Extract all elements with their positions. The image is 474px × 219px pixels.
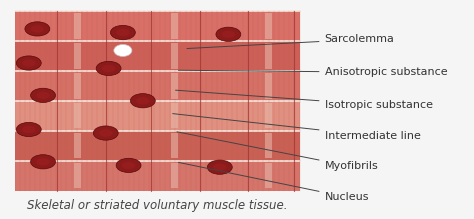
Ellipse shape [213, 163, 227, 171]
FancyBboxPatch shape [15, 41, 300, 71]
Text: Skeletal or striated voluntary muscle tissue.: Skeletal or striated voluntary muscle ti… [27, 200, 287, 212]
Ellipse shape [99, 129, 112, 137]
FancyBboxPatch shape [73, 103, 81, 129]
FancyBboxPatch shape [15, 161, 300, 191]
Text: Intermediate line: Intermediate line [173, 114, 420, 141]
Ellipse shape [207, 160, 232, 174]
Ellipse shape [96, 61, 121, 76]
Ellipse shape [122, 162, 136, 169]
FancyBboxPatch shape [171, 13, 178, 39]
Ellipse shape [25, 22, 50, 36]
FancyBboxPatch shape [73, 73, 81, 99]
FancyBboxPatch shape [264, 73, 272, 99]
Ellipse shape [22, 59, 36, 67]
Ellipse shape [16, 122, 41, 137]
FancyBboxPatch shape [15, 11, 300, 41]
Ellipse shape [221, 30, 235, 38]
Ellipse shape [102, 65, 115, 72]
Ellipse shape [16, 56, 41, 70]
Ellipse shape [22, 126, 36, 133]
FancyBboxPatch shape [171, 133, 178, 158]
FancyBboxPatch shape [73, 133, 81, 158]
FancyBboxPatch shape [15, 131, 300, 161]
FancyBboxPatch shape [171, 103, 178, 129]
FancyBboxPatch shape [15, 11, 300, 191]
FancyBboxPatch shape [15, 71, 300, 101]
Ellipse shape [130, 94, 155, 108]
Ellipse shape [93, 126, 118, 140]
Ellipse shape [36, 92, 50, 99]
FancyBboxPatch shape [264, 163, 272, 188]
FancyBboxPatch shape [15, 101, 300, 131]
Ellipse shape [116, 158, 141, 173]
Ellipse shape [136, 97, 150, 105]
FancyBboxPatch shape [73, 43, 81, 69]
FancyBboxPatch shape [264, 43, 272, 69]
FancyBboxPatch shape [171, 163, 178, 188]
Ellipse shape [110, 25, 135, 40]
FancyBboxPatch shape [73, 163, 81, 188]
FancyBboxPatch shape [264, 13, 272, 39]
Text: Isotropic substance: Isotropic substance [175, 90, 433, 110]
Ellipse shape [31, 88, 55, 102]
Ellipse shape [31, 155, 55, 169]
Ellipse shape [36, 158, 50, 166]
FancyBboxPatch shape [73, 13, 81, 39]
Ellipse shape [116, 29, 130, 36]
Ellipse shape [114, 44, 132, 57]
FancyBboxPatch shape [171, 43, 178, 69]
Text: Anisotropic substance: Anisotropic substance [178, 67, 447, 77]
FancyBboxPatch shape [171, 73, 178, 99]
FancyBboxPatch shape [264, 133, 272, 158]
Ellipse shape [216, 27, 241, 41]
Text: Nucleus: Nucleus [178, 162, 369, 202]
FancyBboxPatch shape [264, 103, 272, 129]
Text: Sarcolemma: Sarcolemma [187, 34, 394, 49]
Ellipse shape [30, 25, 44, 33]
Text: Myofibrils: Myofibrils [177, 132, 378, 171]
